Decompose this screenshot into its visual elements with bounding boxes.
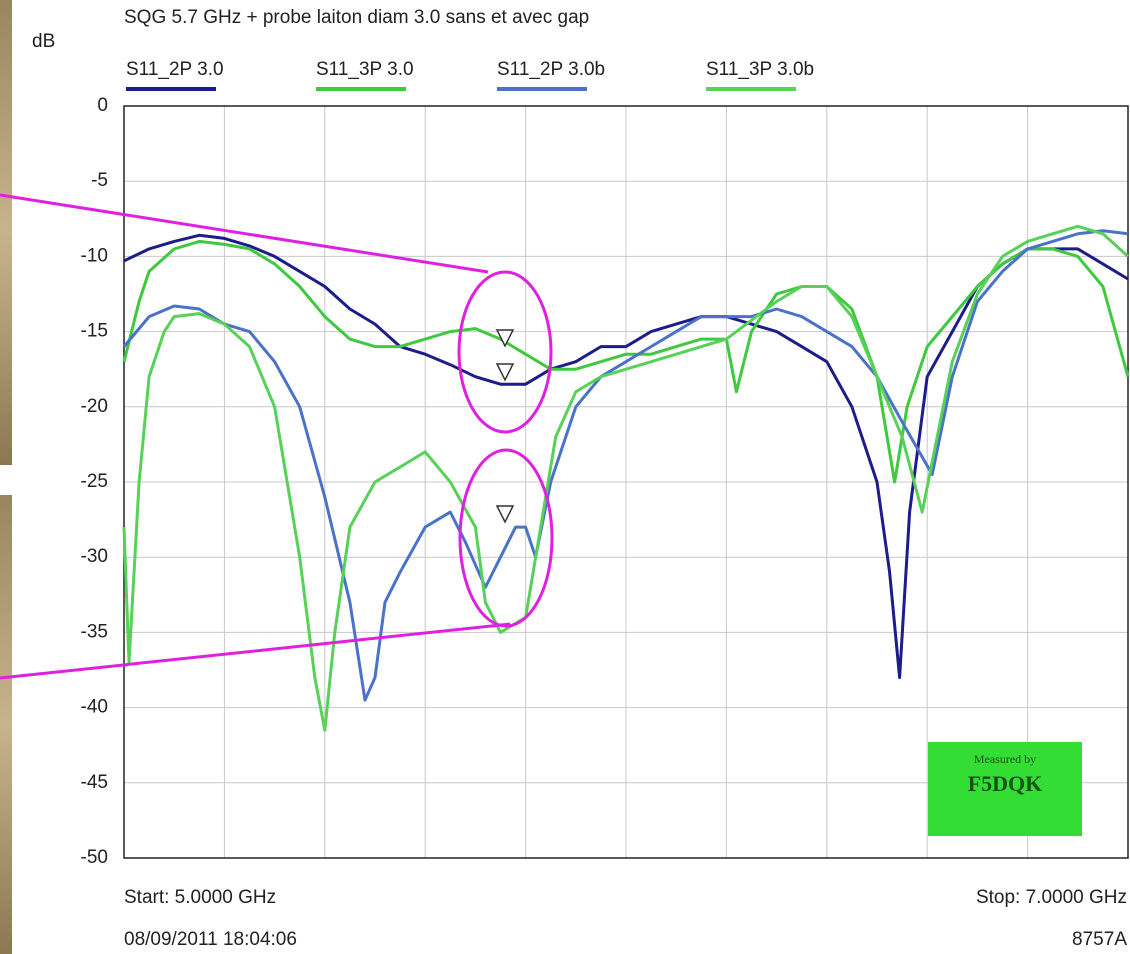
series-line [122, 229, 1129, 702]
annotation [0, 193, 554, 680]
y-tick-label: -35 [81, 621, 108, 642]
legend-label: S11_3P 3.0b [706, 59, 814, 80]
y-axis-label: dB [32, 31, 55, 52]
y-tick-label: -45 [81, 772, 108, 793]
highlight-ellipse [457, 270, 553, 434]
y-tick-label: -25 [81, 471, 108, 492]
highlight-ellipse [458, 448, 554, 628]
series-line [123, 233, 1129, 679]
legend-label: S11_3P 3.0 [316, 59, 414, 80]
plot-area [122, 105, 1130, 859]
marker [495, 329, 515, 524]
y-tick-label: -50 [81, 847, 108, 868]
y-tick-label: -15 [81, 321, 108, 342]
plot-frame [123, 105, 1129, 859]
badge-text: Measured by [974, 752, 1036, 766]
y-tick-label: -5 [91, 170, 108, 191]
badge-text: F5DQK [968, 771, 1043, 796]
badge-box [928, 742, 1082, 836]
timestamp: 08/09/2011 18:04:06 [124, 929, 297, 950]
y-tick-label: -40 [81, 697, 108, 718]
y-tick-label: 0 [97, 95, 108, 116]
series-line [122, 224, 1130, 732]
photo-strip [0, 0, 12, 465]
y-tick-label: -10 [81, 245, 108, 266]
y-tick-label: -30 [81, 546, 108, 567]
pointer-line [0, 622, 511, 680]
y-tick-label: -20 [81, 396, 108, 417]
instrument: 8757A [1072, 929, 1127, 950]
legend-label: S11_2P 3.0 [126, 59, 224, 80]
start-label: Start: 5.0000 GHz [124, 887, 276, 908]
photo-strip [0, 495, 12, 954]
pointer-line [0, 193, 489, 274]
legend-label: S11_2P 3.0b [497, 59, 605, 80]
chart-title: SQG 5.7 GHz + probe laiton diam 3.0 sans… [124, 7, 589, 28]
stop-label: Stop: 7.0000 GHz [976, 887, 1127, 908]
